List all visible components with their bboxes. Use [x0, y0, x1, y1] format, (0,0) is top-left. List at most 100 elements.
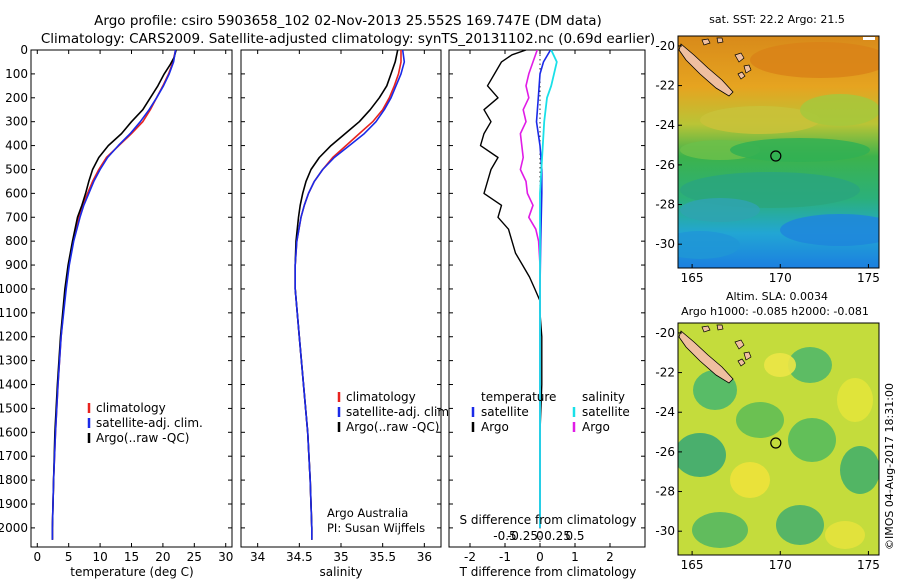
sst-map-title: sat. SST: 22.2 Argo: 21.5	[709, 13, 845, 26]
lat-tick-label: -22	[655, 79, 675, 93]
sla-patch	[764, 353, 796, 377]
legend-label-s-satellite: satellite	[582, 405, 630, 419]
lon-tick-label: 165	[681, 271, 704, 285]
x-tick-label: 0	[33, 550, 41, 564]
loyalty-islands	[701, 324, 752, 367]
difference-axes	[448, 49, 646, 548]
temperature-panel: 0100200300400500600700800900100011001200…	[0, 43, 233, 579]
depth-tick-label: 300	[5, 115, 28, 129]
depth-tick-label: 1500	[0, 401, 28, 415]
depth-tick-label: 1000	[0, 282, 28, 296]
legend-label-satellite: satellite-adj. clim.	[96, 416, 203, 430]
s-difference-label: S difference from climatology	[460, 513, 637, 527]
new-caledonia-island	[678, 330, 734, 384]
lat-tick-label: -30	[655, 524, 675, 538]
depth-tick-label: 1100	[0, 306, 28, 320]
temperature-xlabel: temperature (deg C)	[70, 565, 193, 579]
s-tick-label: -0.5	[493, 529, 516, 543]
legend-label-climatology: climatology	[346, 390, 416, 404]
lat-tick-label: -26	[655, 158, 675, 172]
x-tick-label: 15	[124, 550, 139, 564]
lat-tick-label: -22	[655, 366, 675, 380]
sla-patch	[776, 505, 824, 545]
legend-label-climatology: climatology	[96, 401, 166, 415]
pi-note: PI: Susan Wijffels	[327, 521, 425, 535]
sst-patch	[750, 42, 879, 78]
lon-tick-label: 175	[857, 558, 880, 572]
lat-tick-label: -30	[655, 237, 675, 251]
depth-tick-label: 500	[5, 162, 28, 176]
sla-patch	[837, 378, 873, 422]
x-tick-label: 1	[571, 550, 579, 564]
legend-label-t-argo: Argo	[481, 420, 509, 434]
lat-tick-label: -26	[655, 445, 675, 459]
imos-timestamp: ©IMOS 04-Aug-2017 18:31:00	[883, 383, 896, 550]
depth-tick-label: 1900	[0, 497, 28, 511]
temperature-legend: climatology satellite-adj. clim. Argo(..…	[87, 401, 203, 445]
s-tick-label: 0.25	[544, 529, 571, 543]
sla-patch	[788, 347, 832, 383]
depth-axis: 0 100 200 300 400 500 600 700 800 900 1000 1100 1200…	[0, 43, 232, 535]
sst-map-axes: 165 170 175 -20 -22 -24 -26 -28 -30	[655, 39, 879, 285]
salinity-lines	[294, 50, 406, 540]
depth-tick-label: 1200	[0, 330, 28, 344]
x-tick-label: -2	[464, 550, 476, 564]
depth-tick-label: 800	[5, 234, 28, 248]
lat-tick-label: -20	[655, 326, 675, 340]
sla-map-field	[678, 323, 879, 555]
sla-map-title: Altim. SLA: 0.0034	[726, 290, 828, 303]
salinity-depth-ticks	[241, 49, 441, 529]
sla-patch	[825, 521, 865, 549]
salinity-panel: 34 34.5 35 35.5 36 climatology satellite-adj…	[240, 49, 453, 579]
sla-patch	[788, 418, 836, 462]
figure-title: Argo profile: csiro 5903658_102 02-Nov-2…	[94, 13, 602, 29]
t-difference-label: T difference from climatology	[459, 565, 637, 579]
sla-patch	[678, 433, 726, 477]
s-tick-label: 0.5	[565, 529, 584, 543]
x-tick-label: 34	[250, 550, 265, 564]
series-line-satellite-adj-clim-	[51, 50, 177, 540]
salinity-x-axis: 34 34.5 35 35.5 36	[250, 50, 432, 564]
loyalty-islands	[701, 37, 752, 80]
x-tick-label: 35.5	[369, 550, 396, 564]
lon-tick-label: 165	[681, 558, 704, 572]
sla-map-frame	[677, 322, 880, 556]
map-corner-mark	[863, 37, 875, 40]
legend-label-t-satellite: satellite	[481, 405, 529, 419]
sla-map-subtitle: Argo h1000: -0.085 h2000: -0.081	[681, 305, 869, 318]
lon-tick-label: 170	[769, 271, 792, 285]
sst-patches	[678, 42, 879, 259]
lat-tick-label: -24	[655, 405, 675, 419]
legend-label-satellite: satellite-adj. clim.	[346, 405, 453, 419]
x-tick-label: 34.5	[286, 550, 313, 564]
difference-legend: temperature satellite Argo salinity sate…	[471, 390, 630, 434]
depth-tick-label: 100	[5, 67, 28, 81]
sla-patch	[692, 512, 748, 548]
sst-map-panel: sat. SST: 22.2 Argo: 21.5 165 170 175 -20 -2…	[655, 13, 879, 285]
x-tick-label: 5	[65, 550, 73, 564]
legend-label-s-argo: Argo	[582, 420, 610, 434]
depth-tick-label: 1300	[0, 354, 28, 368]
x-tick-label: -1	[499, 550, 511, 564]
series-line-salinity-satellite	[539, 50, 558, 528]
depth-tick-label: 600	[5, 186, 28, 200]
x-tick-label: 20	[155, 550, 170, 564]
x-tick-label: 30	[218, 550, 233, 564]
sst-patch	[680, 198, 760, 222]
legend-title-temperature: temperature	[481, 390, 556, 404]
sla-map-axes: 165 170 175 -20 -22 -24 -26 -28 -30	[655, 326, 879, 572]
x-tick-label: 10	[92, 550, 107, 564]
difference-panel: -2 -1 0 1 2-0.5-0.250 0.250.5 temperature sat…	[448, 49, 646, 579]
temperature-axes	[30, 49, 233, 548]
argo-position-marker	[770, 437, 782, 449]
series-line-satellite-adj-clim-	[294, 50, 406, 540]
legend-label-argo: Argo(..raw -QC)	[346, 420, 439, 434]
lat-tick-label: -28	[655, 485, 675, 499]
lat-tick-label: -28	[655, 198, 675, 212]
sla-patch	[736, 402, 784, 438]
x-tick-label: 35	[333, 550, 348, 564]
lon-tick-label: 170	[769, 558, 792, 572]
lon-tick-label: 175	[857, 271, 880, 285]
depth-tick-label: 200	[5, 91, 28, 105]
